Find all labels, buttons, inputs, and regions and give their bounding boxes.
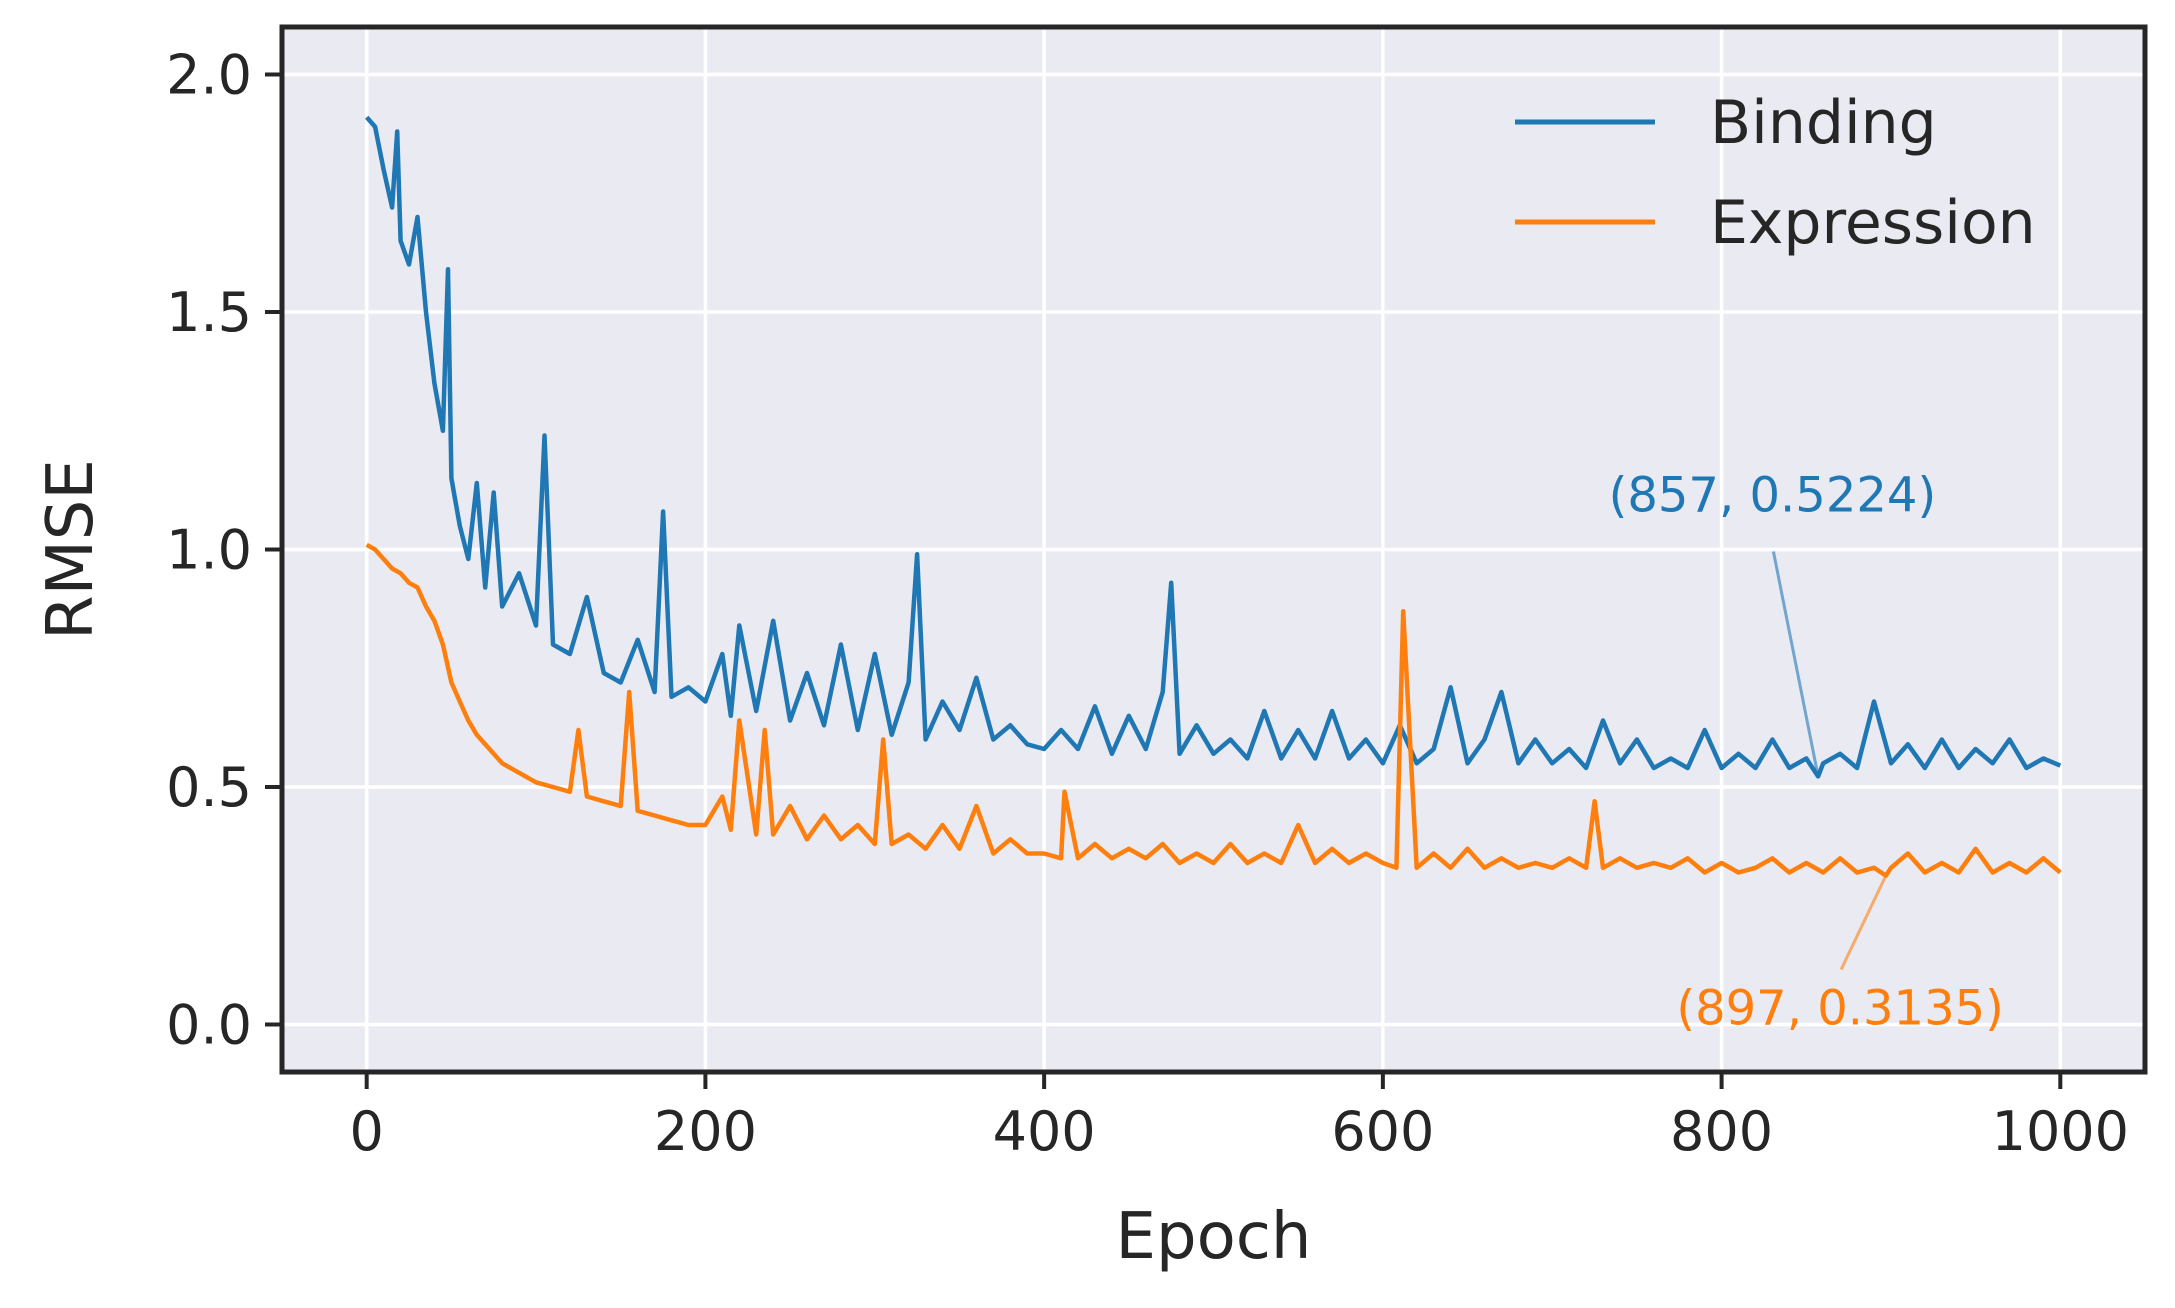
x-tick-label: 800 [1670, 1100, 1773, 1163]
grid-lines [282, 27, 2145, 1072]
y-tick-label: 1.0 [166, 519, 252, 582]
axis-ticks: 0 200 400 600 800 1000 0.0 0.5 1.0 1.5 2.0 [166, 44, 2129, 1164]
legend-label: Expression [1710, 188, 2036, 258]
y-tick-label: 0.5 [166, 756, 252, 819]
x-tick-label: 1000 [1992, 1100, 2129, 1163]
annotation-arrow [1839, 874, 1888, 971]
x-tick-label: 0 [350, 1100, 384, 1163]
annotations: (857, 0.5224) (897, 0.3135) [1609, 468, 2004, 1037]
y-axis-title: RMSE [34, 459, 108, 640]
y-tick-label: 1.5 [166, 281, 252, 344]
y-tick-label: 2.0 [166, 44, 252, 107]
x-axis-title: Epoch [1116, 1200, 1312, 1274]
x-tick-label: 200 [654, 1100, 757, 1163]
annotation-arrow [1771, 551, 1820, 777]
series-line-expression [365, 542, 2062, 878]
x-tick-label: 600 [1331, 1100, 1434, 1163]
series-lines [365, 115, 2062, 878]
annotation-label: (897, 0.3135) [1676, 981, 2004, 1037]
y-tick-label: 0.0 [166, 994, 252, 1057]
legend: Binding Expression [1515, 88, 2036, 258]
legend-label: Binding [1710, 88, 1937, 158]
series-line-binding [365, 115, 2062, 779]
x-tick-label: 400 [993, 1100, 1096, 1163]
annotation-label: (857, 0.5224) [1609, 468, 1937, 524]
